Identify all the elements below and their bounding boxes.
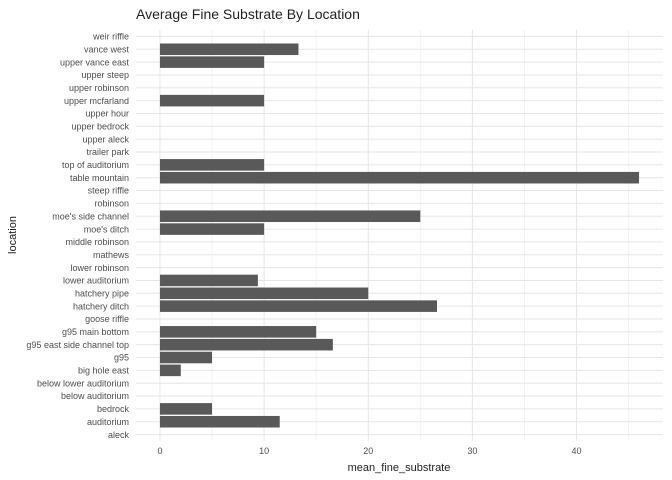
bar-moe-s-side-channel <box>159 210 421 223</box>
y-tick-label: upper vance east <box>60 57 130 67</box>
x-tick-label: 0 <box>157 446 162 456</box>
y-tick-label: steep riffle <box>88 186 129 196</box>
x-tick-label: 10 <box>259 446 269 456</box>
y-tick-label: mathews <box>93 250 130 260</box>
y-tick-label: hatchery pipe <box>75 288 129 298</box>
x-tick-label: 40 <box>572 446 582 456</box>
y-tick-label: goose riffle <box>85 314 129 324</box>
y-tick-label: moe's side channel <box>52 211 129 221</box>
y-tick-label: hatchery ditch <box>73 301 129 311</box>
x-tick-label: 30 <box>467 446 477 456</box>
bar-upper-vance-east <box>159 56 265 68</box>
bar-big-hole-east <box>159 364 181 377</box>
bar-g95-east-side-channel-top <box>159 338 333 351</box>
y-tick-label: upper robinson <box>69 83 129 93</box>
y-tick-label: upper hour <box>85 109 129 119</box>
y-tick-label: robinson <box>94 199 129 209</box>
y-tick-label: trailer park <box>86 147 129 157</box>
grid-lines <box>136 30 663 441</box>
y-tick-label: middle robinson <box>65 237 129 247</box>
y-tick-label: upper steep <box>81 70 129 80</box>
bar-hatchery-ditch <box>159 300 437 312</box>
bar-g95-main-bottom <box>159 326 317 338</box>
y-tick-label: upper aleck <box>82 134 129 144</box>
bar-auditorium <box>159 415 280 428</box>
bar-upper-mcfarland <box>159 94 265 107</box>
bar-vance-west <box>159 43 299 56</box>
y-tick-labels: aleck auditorium bedrock below auditorium be… <box>26 32 129 440</box>
x-tick-labels: 0 10 20 30 40 <box>157 446 581 456</box>
y-tick-label: g95 <box>114 353 129 363</box>
y-tick-label: table mountain <box>70 173 129 183</box>
bar-bedrock <box>159 403 213 415</box>
y-tick-label: upper mcfarland <box>64 96 129 106</box>
y-tick-label: lower auditorium <box>63 276 129 286</box>
bar-lower-auditorium <box>159 274 258 287</box>
bar-moe-s-ditch <box>159 223 265 235</box>
y-tick-label: auditorium <box>87 417 129 427</box>
y-tick-label: upper bedrock <box>71 122 129 132</box>
y-tick-label: top of auditorium <box>62 160 129 170</box>
y-tick-label: lower robinson <box>70 263 129 273</box>
y-tick-label: moe's ditch <box>84 224 129 234</box>
y-tick-label: aleck <box>108 430 130 440</box>
y-tick-label: vance west <box>84 44 130 54</box>
y-tick-label: g95 east side channel top <box>26 340 129 350</box>
y-tick-label: below auditorium <box>61 391 129 401</box>
y-tick-label: below lower auditorium <box>37 378 129 388</box>
y-tick-label: bedrock <box>97 404 130 414</box>
x-axis-title: mean_fine_substrate <box>348 462 451 474</box>
y-axis-title: location <box>7 216 19 254</box>
bar-g95 <box>159 351 213 364</box>
bar-table-mountain <box>159 171 640 184</box>
y-tick-label: weir riffle <box>92 32 129 42</box>
chart-title: Average Fine Substrate By Location <box>136 6 360 22</box>
bars <box>159 43 640 428</box>
bar-top-of-auditorium <box>159 159 265 171</box>
y-tick-label: big hole east <box>78 366 130 376</box>
x-tick-label: 20 <box>363 446 373 456</box>
y-tick-label: g95 main bottom <box>62 327 129 337</box>
bar-hatchery-pipe <box>159 287 369 300</box>
